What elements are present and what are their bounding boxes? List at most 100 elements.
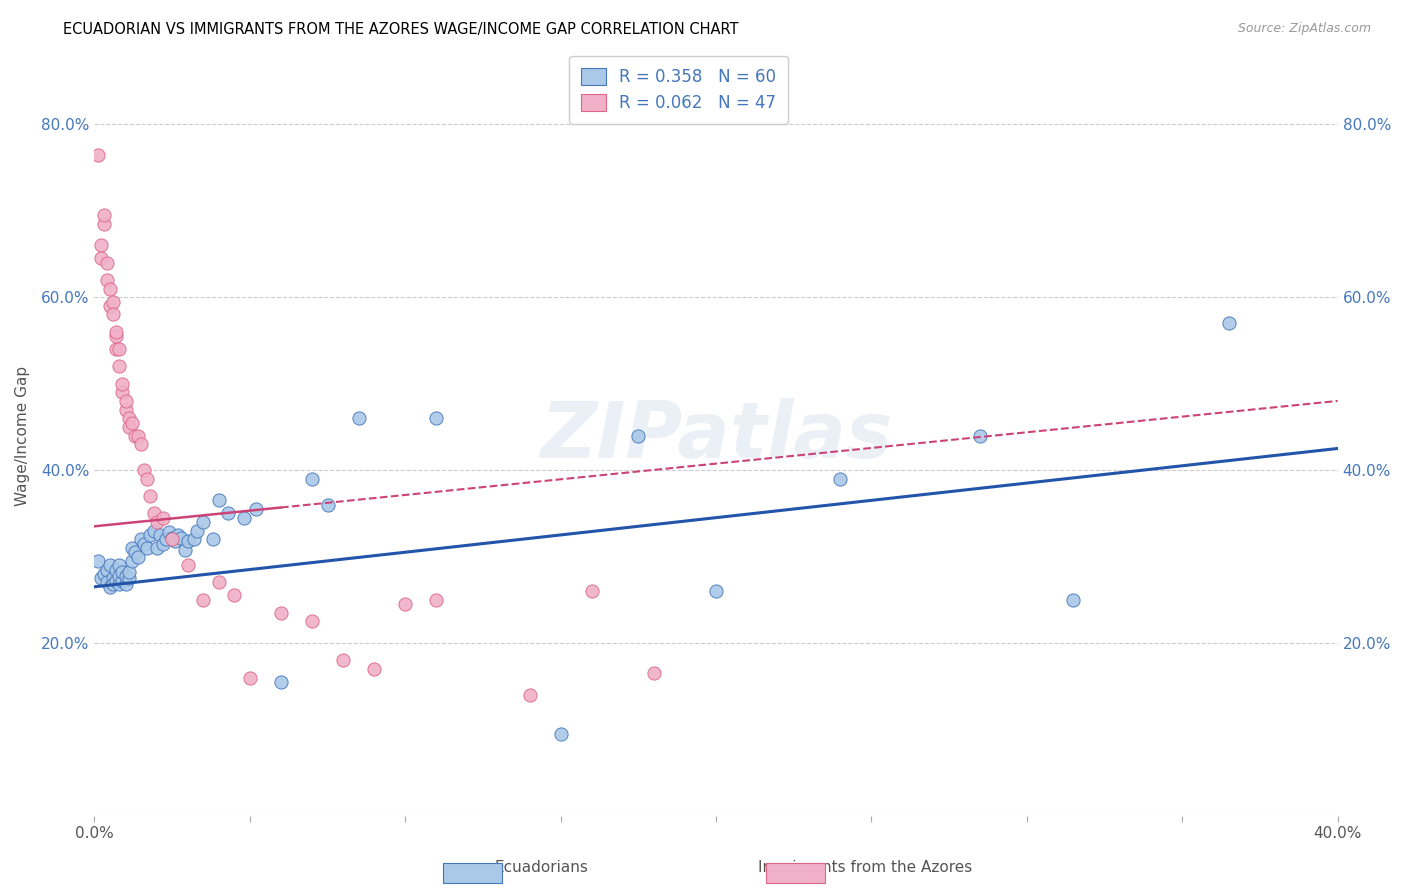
Point bbox=[201, 533, 224, 547]
Text: Immigrants from the Azores: Immigrants from the Azores bbox=[758, 861, 972, 875]
Point bbox=[129, 533, 152, 547]
Point bbox=[142, 524, 165, 538]
Point bbox=[183, 533, 205, 547]
Point bbox=[108, 359, 131, 374]
Point bbox=[111, 376, 134, 391]
Point bbox=[301, 615, 323, 629]
Point bbox=[152, 536, 174, 550]
Point bbox=[118, 420, 141, 434]
Point bbox=[108, 342, 131, 356]
Point bbox=[127, 549, 149, 564]
Point bbox=[114, 393, 136, 408]
Legend: R = 0.358   N = 60, R = 0.062   N = 47: R = 0.358 N = 60, R = 0.062 N = 47 bbox=[569, 56, 789, 124]
Point bbox=[114, 568, 136, 582]
Point bbox=[627, 428, 650, 442]
Point bbox=[108, 568, 131, 582]
Point bbox=[177, 533, 200, 548]
Point bbox=[232, 510, 254, 524]
Point bbox=[129, 437, 152, 451]
Point bbox=[969, 428, 991, 442]
Point bbox=[519, 688, 541, 702]
Point bbox=[101, 577, 124, 591]
Point bbox=[96, 255, 118, 269]
Text: ZIPatlas: ZIPatlas bbox=[540, 398, 893, 474]
Point bbox=[105, 574, 128, 588]
Point bbox=[270, 606, 292, 620]
Point bbox=[96, 273, 118, 287]
Point bbox=[105, 562, 128, 576]
Point bbox=[139, 489, 162, 503]
Point bbox=[245, 502, 267, 516]
Point bbox=[111, 385, 134, 400]
Point bbox=[186, 524, 208, 538]
Point bbox=[347, 411, 370, 425]
Point bbox=[177, 558, 200, 573]
Point bbox=[142, 506, 165, 520]
Point bbox=[111, 574, 134, 588]
Point bbox=[425, 592, 447, 607]
Point bbox=[98, 580, 121, 594]
Point bbox=[114, 577, 136, 591]
Point bbox=[127, 428, 149, 442]
Point bbox=[217, 506, 239, 520]
Point bbox=[173, 542, 195, 557]
Text: Source: ZipAtlas.com: Source: ZipAtlas.com bbox=[1237, 22, 1371, 36]
Point bbox=[134, 463, 156, 477]
Point bbox=[301, 472, 323, 486]
Point bbox=[136, 472, 159, 486]
Point bbox=[121, 541, 143, 555]
Point bbox=[86, 147, 108, 161]
Y-axis label: Wage/Income Gap: Wage/Income Gap bbox=[15, 366, 30, 506]
Point bbox=[316, 498, 339, 512]
Point bbox=[145, 541, 167, 555]
Point bbox=[98, 558, 121, 573]
Point bbox=[105, 329, 128, 343]
Point bbox=[98, 299, 121, 313]
Point bbox=[394, 597, 416, 611]
Point bbox=[550, 727, 572, 741]
Point bbox=[145, 515, 167, 529]
Point bbox=[239, 671, 262, 685]
Point bbox=[90, 571, 112, 585]
Point bbox=[155, 533, 177, 547]
Point bbox=[704, 584, 727, 599]
Point bbox=[134, 536, 156, 550]
Point bbox=[1218, 316, 1240, 330]
Point bbox=[124, 545, 146, 559]
Point bbox=[108, 577, 131, 591]
Point bbox=[121, 554, 143, 568]
Point bbox=[96, 575, 118, 590]
Point bbox=[93, 217, 115, 231]
Point bbox=[157, 525, 180, 540]
Point bbox=[363, 662, 385, 676]
Point bbox=[149, 528, 172, 542]
Point bbox=[1062, 592, 1084, 607]
Point bbox=[105, 342, 128, 356]
Point bbox=[332, 653, 354, 667]
Point bbox=[160, 533, 183, 547]
Point bbox=[90, 238, 112, 252]
Point bbox=[90, 252, 112, 266]
Point bbox=[643, 666, 665, 681]
Point bbox=[118, 571, 141, 585]
Point bbox=[108, 558, 131, 573]
Point bbox=[98, 281, 121, 295]
Point bbox=[101, 294, 124, 309]
Point bbox=[93, 566, 115, 581]
Text: ECUADORIAN VS IMMIGRANTS FROM THE AZORES WAGE/INCOME GAP CORRELATION CHART: ECUADORIAN VS IMMIGRANTS FROM THE AZORES… bbox=[63, 22, 738, 37]
Point bbox=[105, 325, 128, 339]
Point bbox=[124, 428, 146, 442]
Point bbox=[170, 531, 193, 545]
Point bbox=[114, 402, 136, 417]
Point bbox=[208, 493, 231, 508]
Point bbox=[101, 571, 124, 585]
Point bbox=[118, 411, 141, 425]
Point bbox=[86, 554, 108, 568]
Point bbox=[111, 565, 134, 579]
Point bbox=[830, 472, 852, 486]
Point bbox=[193, 592, 215, 607]
Point bbox=[121, 416, 143, 430]
Text: Ecuadorians: Ecuadorians bbox=[495, 861, 588, 875]
Point bbox=[118, 565, 141, 579]
Point bbox=[96, 562, 118, 576]
